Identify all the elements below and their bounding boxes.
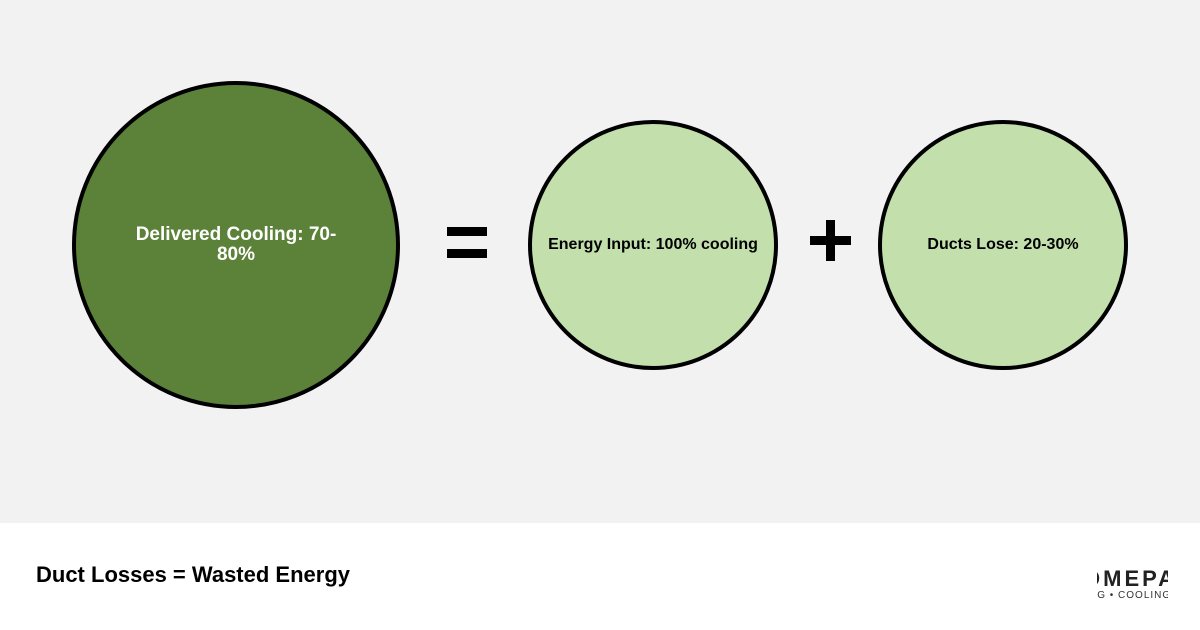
logo[interactable]: OMEPA NG • COOLING (1097, 564, 1168, 604)
equals-sign (447, 227, 487, 236)
logo-tagline: NG • COOLING (1097, 590, 1168, 601)
node-label: Energy Input: 100% cooling (548, 236, 758, 253)
node-label: Ducts Lose: 20-30% (927, 236, 1079, 253)
node-circle: Delivered Cooling: 70-80% (72, 81, 400, 409)
equals-sign (447, 249, 487, 258)
node-circle: Ducts Lose: 20-30% (878, 120, 1128, 370)
plus-sign (826, 220, 835, 261)
footer-title: Duct Losses = Wasted Energy (36, 562, 351, 587)
node-circle: Energy Input: 100% cooling (528, 120, 778, 370)
node-label: Delivered Cooling: 70-80% (135, 224, 337, 265)
logo-name: OMEPA (1097, 566, 1168, 591)
